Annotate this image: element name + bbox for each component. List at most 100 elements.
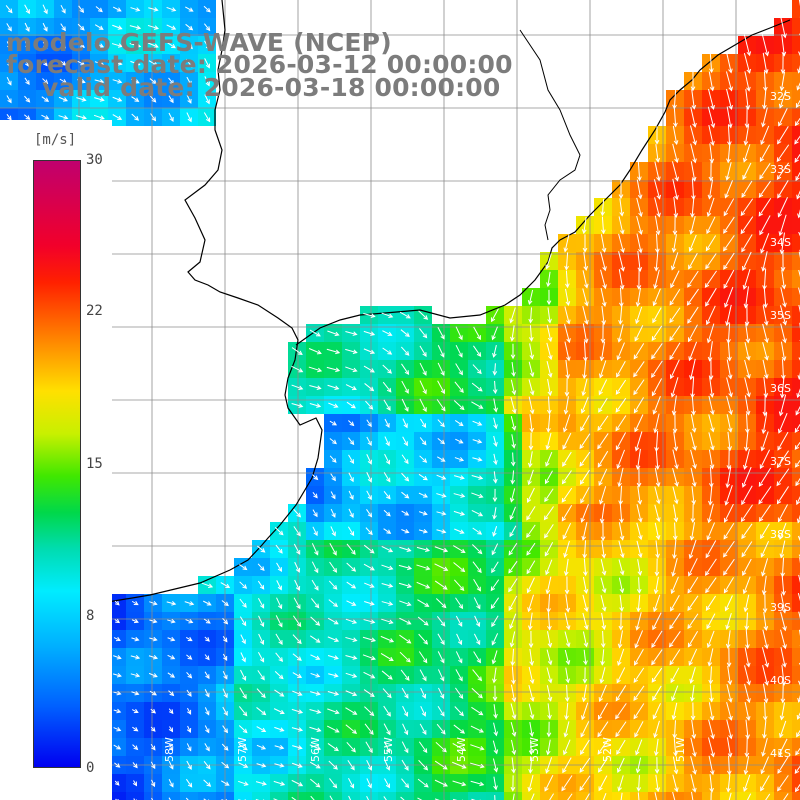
wind-cell — [522, 792, 540, 800]
wind-arrow — [511, 434, 516, 449]
wind-cell — [396, 792, 414, 800]
wind-arrow — [600, 595, 607, 612]
wind-arrow — [761, 738, 768, 757]
wind-arrow — [528, 307, 534, 324]
wind-cell — [792, 702, 800, 720]
wind-arrow — [672, 413, 678, 434]
wind-arrow — [741, 485, 753, 506]
wind-arrow — [291, 727, 304, 732]
wind-arrow — [707, 88, 715, 110]
wind-arrow — [419, 345, 427, 358]
wind-arrow — [434, 580, 448, 590]
wind-arrow — [690, 107, 697, 128]
wind-arrow — [452, 780, 467, 787]
wind-arrow — [582, 359, 587, 380]
wind-arrow — [455, 597, 464, 610]
wind-arrow — [564, 341, 571, 362]
wind-arrow — [491, 615, 499, 628]
wind-arrow — [777, 197, 788, 218]
wind-arrow — [471, 687, 483, 699]
wind-arrow — [454, 528, 465, 534]
wind-arrow — [743, 34, 752, 57]
wind-arrow — [619, 503, 624, 524]
wind-arrow — [327, 636, 340, 643]
wind-arrow — [705, 540, 717, 559]
wind-arrow — [113, 636, 121, 642]
wind-arrow — [151, 797, 155, 800]
wind-cell — [360, 792, 378, 800]
wind-arrow — [726, 684, 733, 703]
wind-arrow — [310, 795, 315, 800]
wind-arrow — [76, 97, 87, 102]
wind-arrow — [186, 112, 192, 123]
wind-arrow — [382, 347, 393, 355]
wind-arrow — [691, 89, 697, 110]
wind-arrow — [401, 380, 409, 394]
wind-arrow — [545, 253, 552, 270]
wind-arrow — [453, 510, 466, 516]
wind-arrow — [651, 667, 663, 683]
wind-arrow — [222, 617, 229, 625]
wind-arrow — [417, 797, 423, 800]
wind-arrow — [743, 53, 752, 74]
wind-arrow — [113, 708, 122, 714]
wind-arrow — [547, 703, 552, 720]
wind-arrow — [706, 197, 715, 218]
wind-arrow — [437, 687, 445, 699]
wind-cell — [108, 792, 126, 800]
wind-arrow — [434, 760, 448, 770]
wind-cell — [792, 612, 800, 630]
legend-tick-0: 0 — [86, 760, 95, 776]
wind-arrow — [761, 107, 768, 128]
wind-arrow — [546, 414, 551, 433]
wind-arrow — [744, 71, 751, 92]
wind-arrow — [794, 423, 800, 433]
wind-arrow — [544, 541, 554, 557]
wind-arrow — [291, 347, 303, 356]
wind-arrow — [130, 78, 140, 84]
wind-arrow — [168, 761, 174, 770]
wind-arrow — [743, 594, 750, 613]
wind-arrow — [131, 636, 140, 642]
wind-arrow — [364, 601, 375, 606]
wind-arrow — [597, 739, 609, 755]
wind-cell — [792, 468, 800, 486]
coastline — [0, 0, 791, 621]
wind-arrow — [762, 52, 769, 75]
wind-arrow — [563, 396, 569, 415]
wind-arrow — [580, 739, 590, 755]
wind-arrow — [327, 691, 340, 696]
wind-arrow — [743, 774, 751, 792]
wind-arrow — [274, 689, 285, 697]
wind-arrow — [436, 474, 447, 480]
wind-arrow — [400, 796, 405, 800]
wind-arrow — [114, 762, 121, 768]
wind-arrow — [581, 216, 587, 235]
wind-arrow — [601, 540, 607, 559]
wind-arrow — [780, 251, 786, 272]
wind-arrow — [633, 343, 645, 360]
wind-arrow — [582, 667, 588, 684]
wind-arrow — [654, 467, 661, 488]
wind-arrow — [780, 611, 787, 632]
wind-arrow — [582, 288, 589, 307]
wind-arrow — [597, 757, 608, 773]
wind-arrow — [776, 450, 789, 469]
wind-arrow — [437, 380, 445, 395]
wind-arrow — [257, 597, 265, 609]
wind-arrow — [760, 540, 770, 558]
wind-arrow — [58, 115, 69, 120]
wind-cell — [792, 432, 800, 450]
wind-arrow — [758, 197, 772, 217]
wind-cell — [792, 666, 800, 684]
wind-arrow — [168, 690, 175, 697]
wind-arrow — [778, 90, 787, 109]
wind-arrow — [671, 395, 677, 416]
wind-arrow — [597, 450, 609, 468]
wind-arrow — [776, 144, 790, 163]
wind-arrow — [600, 198, 606, 217]
wind-arrow — [635, 757, 642, 774]
wind-arrow — [601, 216, 606, 235]
model-title: modelo GEFS-WAVE (NCEP) — [6, 28, 392, 57]
wind-arrow — [114, 600, 120, 606]
